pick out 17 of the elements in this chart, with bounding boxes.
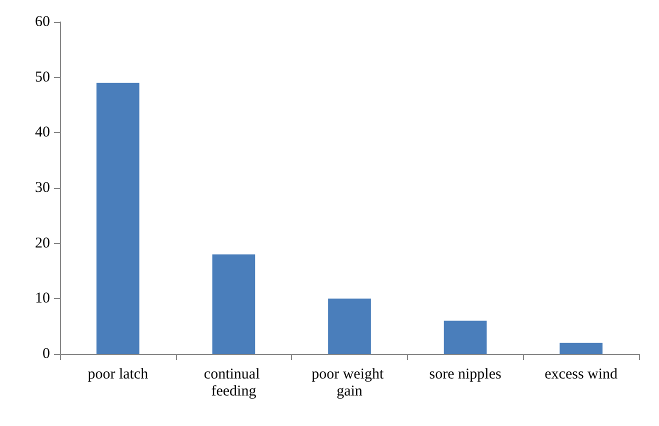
y-tick-label: 0 [42, 346, 50, 362]
y-tick-label: 50 [35, 69, 50, 86]
bar [328, 298, 371, 354]
y-tick-label: 30 [35, 180, 50, 196]
bar [96, 82, 140, 354]
bar [212, 254, 256, 354]
bar [444, 320, 487, 354]
y-tick-label: 40 [35, 124, 50, 141]
x-tick-label: poor latch [88, 366, 149, 382]
bar [560, 342, 603, 354]
x-tick-label: sore nipples [429, 366, 502, 382]
y-tick-label: 20 [35, 235, 50, 252]
x-tick-label: poor weight gain [312, 366, 388, 400]
y-tick-label: 10 [35, 290, 50, 307]
x-tick-label: continual feeding [204, 366, 264, 400]
y-tick-label: 60 [35, 14, 50, 30]
x-tick-label: excess wind [544, 366, 618, 382]
